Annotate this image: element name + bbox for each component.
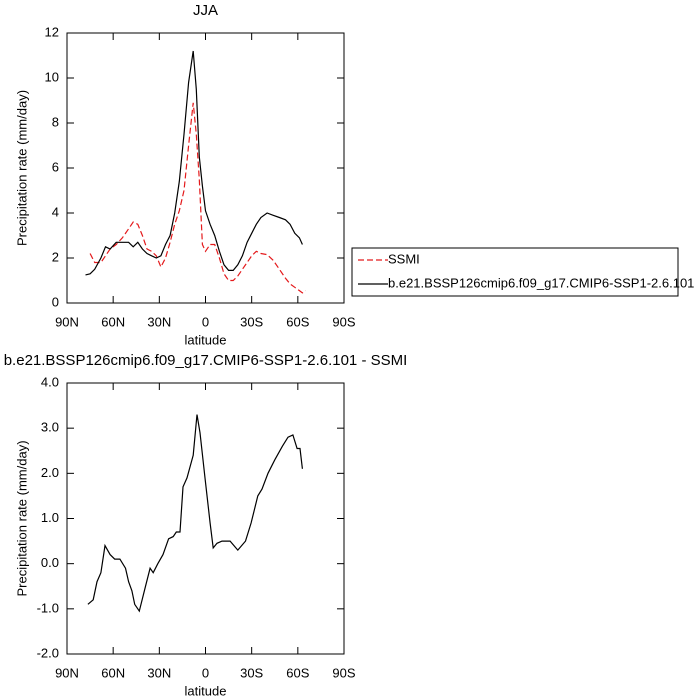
y-tick-label: 4 <box>52 204 59 219</box>
y-tick-label: -1.0 <box>37 600 59 615</box>
y-tick-label: 1.0 <box>41 510 59 525</box>
y-tick-label: -2.0 <box>37 645 59 660</box>
y-tick-label: 12 <box>45 24 59 39</box>
x-axis-label: latitude <box>185 683 227 698</box>
x-tick-label: 60N <box>101 314 125 329</box>
y-tick-label: 6 <box>52 159 59 174</box>
data-line <box>89 102 306 294</box>
y-tick-label: 3.0 <box>41 420 59 435</box>
legend-label: b.e21.BSSP126cmip6.f09_g17.CMIP6-SSP1-2.… <box>388 275 694 290</box>
data-line <box>85 50 303 276</box>
x-tick-label: 0 <box>202 314 209 329</box>
data-line <box>87 414 303 613</box>
chart-title: b.e21.BSSP126cmip6.f09_g17.CMIP6-SSP1-2.… <box>4 352 408 369</box>
y-axis-label: Precipitation rate (mm/day) <box>14 440 29 596</box>
x-tick-label: 30S <box>240 665 263 680</box>
x-tick-label: 60S <box>286 314 309 329</box>
plot-frame <box>66 32 345 304</box>
plot-frame <box>66 382 345 655</box>
x-tick-label: 90N <box>55 665 79 680</box>
y-tick-label: 0.0 <box>41 555 59 570</box>
y-tick-label: 2.0 <box>41 465 59 480</box>
x-tick-label: 90S <box>332 665 355 680</box>
chart-title: JJA <box>193 2 218 19</box>
y-tick-label: 2 <box>52 249 59 264</box>
x-tick-label: 30N <box>147 665 171 680</box>
x-tick-label: 90S <box>332 314 355 329</box>
legend-box <box>351 247 679 297</box>
y-axis-label: Precipitation rate (mm/day) <box>14 90 29 246</box>
x-tick-label: 30N <box>147 314 171 329</box>
y-tick-label: 0 <box>52 294 59 309</box>
y-tick-label: 4.0 <box>41 374 59 389</box>
y-tick-label: 10 <box>45 69 59 84</box>
x-tick-label: 0 <box>202 665 209 680</box>
x-axis-label: latitude <box>185 332 227 347</box>
y-tick-label: 8 <box>52 114 59 129</box>
x-tick-label: 30S <box>240 314 263 329</box>
x-tick-label: 60N <box>101 665 125 680</box>
x-tick-label: 90N <box>55 314 79 329</box>
x-tick-label: 60S <box>286 665 309 680</box>
legend-label: SSMI <box>388 251 420 266</box>
